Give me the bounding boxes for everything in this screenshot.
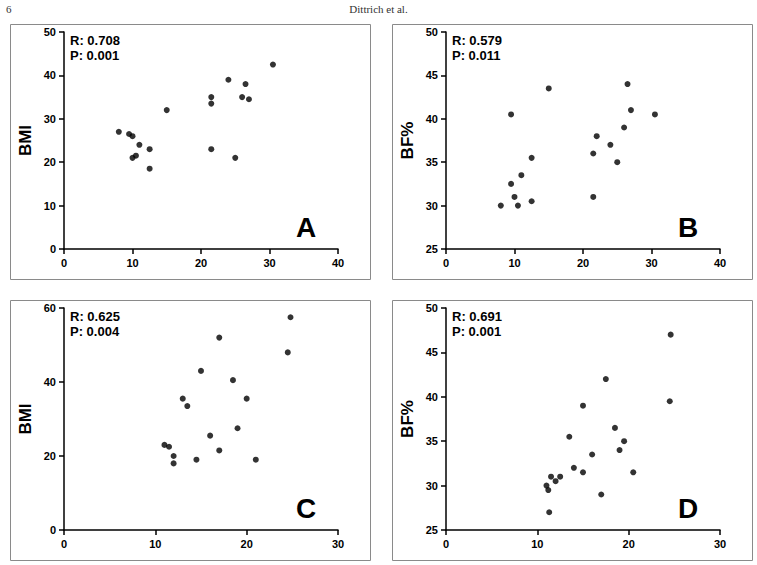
svg-text:50: 50	[426, 302, 438, 314]
svg-text:20: 20	[44, 450, 56, 462]
svg-text:P: 0.004: P: 0.004	[70, 324, 120, 339]
svg-text:20: 20	[577, 257, 589, 269]
svg-text:10: 10	[508, 257, 520, 269]
svg-text:0: 0	[50, 524, 56, 536]
svg-text:0: 0	[61, 538, 67, 550]
svg-text:A: A	[296, 212, 316, 243]
svg-text:10: 10	[149, 538, 161, 550]
svg-text:BMI: BMI	[16, 125, 35, 156]
svg-text:20: 20	[623, 538, 635, 550]
svg-text:40: 40	[44, 376, 56, 388]
svg-text:B: B	[678, 212, 698, 243]
svg-text:30: 30	[714, 538, 726, 550]
svg-text:P: 0.011: P: 0.011	[452, 48, 500, 63]
svg-text:40: 40	[44, 69, 56, 81]
svg-text:20: 20	[195, 257, 207, 269]
svg-text:R: 0.708: R: 0.708	[70, 33, 120, 48]
svg-text:25: 25	[426, 243, 438, 255]
svg-text:BMI: BMI	[16, 403, 35, 434]
svg-text:BF%: BF%	[398, 400, 417, 438]
svg-text:40: 40	[426, 113, 438, 125]
svg-text:30: 30	[645, 257, 657, 269]
svg-text:0: 0	[61, 257, 67, 269]
svg-text:50: 50	[426, 26, 438, 38]
svg-text:0: 0	[443, 257, 449, 269]
svg-text:40: 40	[426, 391, 438, 403]
svg-text:0: 0	[50, 243, 56, 255]
svg-text:C: C	[296, 493, 316, 524]
svg-text:40: 40	[714, 257, 726, 269]
svg-text:R: 0.691: R: 0.691	[452, 309, 502, 324]
svg-text:45: 45	[426, 346, 438, 358]
svg-text:35: 35	[426, 435, 438, 447]
svg-text:30: 30	[332, 538, 344, 550]
svg-text:10: 10	[531, 538, 543, 550]
svg-text:30: 30	[426, 200, 438, 212]
svg-text:30: 30	[263, 257, 275, 269]
svg-text:D: D	[678, 493, 698, 524]
svg-text:30: 30	[44, 113, 56, 125]
svg-text:20: 20	[44, 156, 56, 168]
svg-text:20: 20	[241, 538, 253, 550]
svg-text:35: 35	[426, 156, 438, 168]
svg-text:30: 30	[426, 480, 438, 492]
html-text:Dittrich et al.: Dittrich et al.	[349, 3, 408, 15]
svg-text:40: 40	[332, 257, 344, 269]
svg-text:50: 50	[44, 26, 56, 38]
svg-text:P: 0.001: P: 0.001	[452, 324, 501, 339]
svg-text:10: 10	[44, 200, 56, 212]
svg-text:25: 25	[426, 524, 438, 536]
svg-text:45: 45	[426, 69, 438, 81]
svg-text:P: 0.001: P: 0.001	[70, 48, 119, 63]
svg-text:R: 0.625: R: 0.625	[70, 309, 120, 324]
svg-text:BF%: BF%	[398, 122, 417, 160]
svg-text:10: 10	[126, 257, 138, 269]
html-text:6: 6	[6, 3, 12, 15]
svg-text:60: 60	[44, 302, 56, 314]
svg-text:0: 0	[443, 538, 449, 550]
svg-text:R: 0.579: R: 0.579	[452, 33, 502, 48]
